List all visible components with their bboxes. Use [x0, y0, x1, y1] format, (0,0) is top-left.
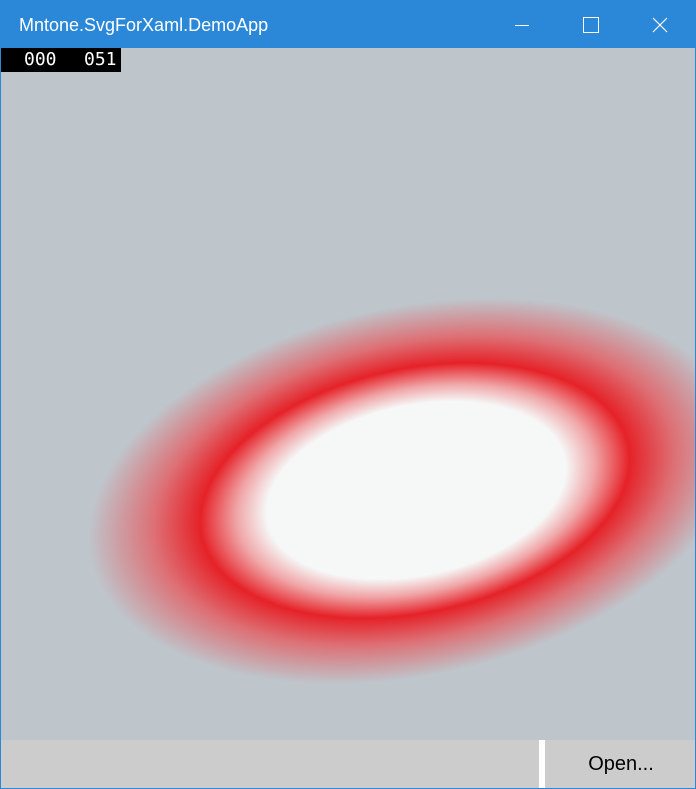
bar-divider [539, 740, 545, 788]
open-button[interactable]: Open... [545, 740, 695, 788]
minimize-button[interactable] [499, 1, 545, 48]
svg-canvas: 000 051 [1, 48, 695, 740]
counter-second-value: 051 [84, 49, 117, 70]
title-bar[interactable]: Mntone.SvgForXaml.DemoApp [1, 1, 695, 48]
frame-counter: 000 051 [1, 48, 121, 72]
window-title: Mntone.SvgForXaml.DemoApp [19, 15, 269, 35]
maximize-icon [583, 16, 599, 33]
close-button[interactable] [637, 1, 683, 48]
bottom-command-bar: Open... [1, 740, 695, 788]
minimize-icon [515, 24, 529, 26]
counter-first-value: 000 [24, 49, 57, 70]
close-icon [652, 17, 668, 32]
gradient-fill [1, 48, 695, 740]
maximize-button[interactable] [568, 1, 614, 48]
radial-gradient-ellipse [1, 48, 695, 740]
